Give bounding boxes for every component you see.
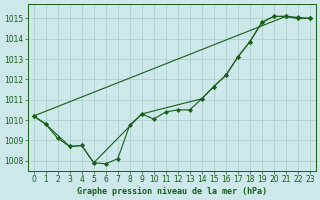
X-axis label: Graphe pression niveau de la mer (hPa): Graphe pression niveau de la mer (hPa) xyxy=(77,187,267,196)
